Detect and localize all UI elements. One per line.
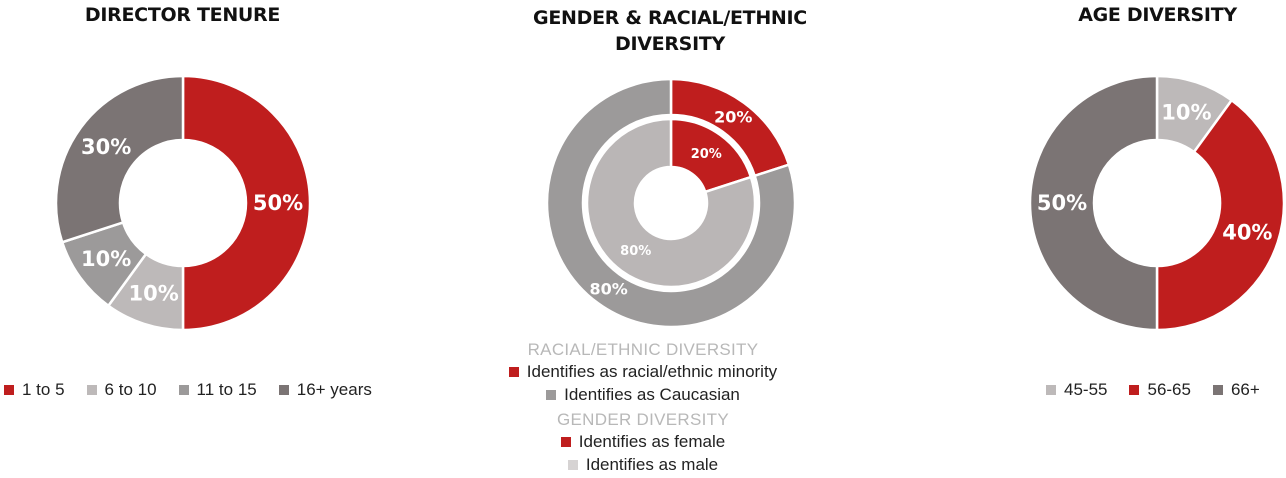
tenure-slice-16-years [54,74,185,244]
gender-slice-label: 80% [620,244,651,259]
age-chart-title: AGE DIVERSITY [1078,4,1237,26]
tenure-legend: 1 to 5 6 to 10 11 to 15 16+ years [4,380,372,400]
legend-label: 6 to 10 [104,380,157,399]
tenure-slice-label: 50% [253,191,303,215]
tenure-slice-1-to-5 [181,74,312,332]
legend-swatch [1129,385,1140,395]
racial-slice-label: 20% [714,108,752,127]
legend-row: Identifies as racial/ethnic minority [0,362,1286,385]
age-legend: 45-55 56-65 66+ [1046,380,1260,400]
legend-item-6-to-10: 6 to 10 [86,380,157,400]
diversity-legend: RACIAL/ETHNIC DIVERSITY Identifies as ra… [0,340,1286,478]
legend-item-racial-minority: Identifies as racial/ethnic minority [508,362,778,382]
tenure-donut-chart: 50% 10% 10% 30% [54,74,312,332]
racial-slice-identifies-as-caucasian [545,77,797,329]
legend-item-16-plus-years: 16+ years [278,380,372,400]
legend-row: Identifies as Caucasian [0,385,1286,410]
legend-swatch [278,385,289,395]
legend-item-caucasian: Identifies as Caucasian [546,385,740,405]
legend-swatch [560,437,571,447]
legend-item-male: Identifies as male [567,455,719,475]
gender-slice-label: 20% [691,147,722,162]
legend-swatch [546,390,557,400]
racial-legend-heading: RACIAL/ETHNIC DIVERSITY [527,340,759,359]
age-slice-label: 40% [1222,220,1272,244]
legend-swatch [86,385,97,395]
legend-item-1-to-5: 1 to 5 [4,380,65,400]
legend-swatch [508,367,519,377]
legend-label: 16+ years [296,380,372,399]
age-slice-label: 50% [1037,191,1087,215]
legend-label: 1 to 5 [22,380,65,399]
legend-item-66-plus: 66+ [1212,380,1260,400]
legend-label: 45-55 [1064,380,1108,399]
legend-item-45-55: 45-55 [1046,380,1107,400]
diversity-chart-title: GENDER & RACIAL/ETHNIC DIVERSITY [533,7,807,55]
tenure-slice-label: 10% [129,281,179,305]
legend-swatch [4,385,14,395]
legend-swatch [178,385,189,395]
legend-swatch [1046,385,1056,395]
tenure-slice-label: 30% [81,135,131,159]
legend-item-56-65: 56-65 [1129,380,1191,400]
legend-item-11-to-15: 11 to 15 [178,380,257,400]
age-donut-chart: 10% 40% 50% [1028,74,1286,332]
legend-label: 11 to 15 [196,380,257,399]
legend-row: Identifies as male [0,455,1286,478]
tenure-chart-title: DIRECTOR TENURE [84,4,281,26]
legend-label: 66+ [1230,380,1260,399]
racial-slice-label: 80% [590,279,628,298]
age-slice-56-65 [1155,98,1286,332]
legend-label: Identifies as racial/ethnic minority [526,362,778,381]
legend-label: Identifies as female [578,432,726,451]
legend-swatch [567,460,578,470]
legend-label: 56-65 [1147,380,1191,399]
age-slice-66- [1028,74,1159,332]
gender-legend-heading: GENDER DIVERSITY [557,410,729,429]
legend-item-female: Identifies as female [560,432,726,452]
gender-slice-identifies-as-male [585,117,757,289]
legend-label: Identifies as Caucasian [564,385,740,404]
legend-label: Identifies as male [585,455,719,474]
tenure-slice-label: 10% [81,247,131,271]
age-slice-label: 10% [1161,101,1211,125]
legend-row: Identifies as female [0,432,1286,455]
legend-swatch [1212,385,1223,395]
diversity-nested-donut-chart: 20% 80% 20% 80% [545,77,797,329]
